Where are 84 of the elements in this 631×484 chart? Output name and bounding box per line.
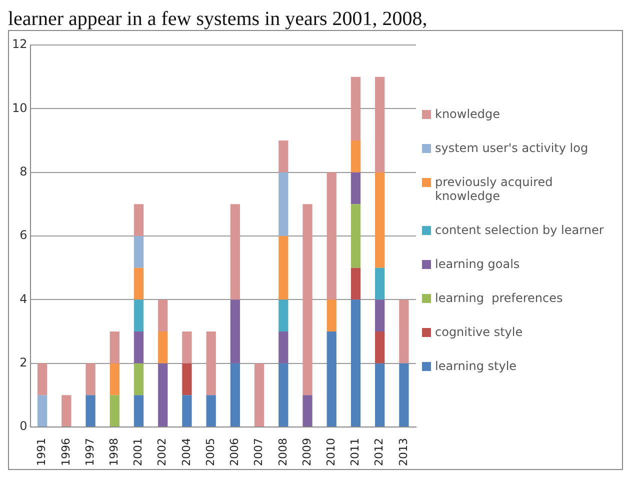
bar [86,395,96,427]
bar [375,300,385,332]
bar [375,76,385,172]
legend-label: cognitive style [435,325,523,339]
bar [350,172,361,204]
bar [134,236,144,268]
text: learner appear in a few systems in years 2001, 2008, [8,8,428,30]
y-tick-label: 10 [12,100,28,115]
bar [326,300,336,332]
bar [350,300,361,427]
bar [278,363,288,427]
bar [326,332,336,427]
x-tick-label: 2007 [252,438,266,466]
x-tick-label: 2002 [156,438,169,466]
bar [350,204,361,268]
bar [375,363,385,427]
bar [86,363,96,396]
legend-label: learning goals [435,257,520,271]
x-tick-label: 2001 [132,438,145,466]
bar [230,363,240,427]
y-tick-label: 2 [20,355,28,370]
bar [134,332,144,364]
legend-label: learning style [435,359,517,373]
y-tick-label: 0 [20,419,28,434]
bar [158,363,168,427]
y-tick-label: 4 [20,292,28,306]
x-tick-label: 2009 [300,438,314,466]
x-tick-label: 2012 [372,438,386,466]
x-tick-label: 2005 [204,438,217,466]
y-tick-label: 12 [12,37,28,52]
bar [302,204,312,396]
x-tick-label: 1998 [108,438,121,466]
x-tick-label: 2011 [348,438,362,466]
bar [182,395,192,427]
bar [182,332,192,364]
bar [182,363,192,396]
bar [278,172,288,236]
bar [326,172,336,300]
bar [158,332,168,364]
bar [38,363,48,396]
bar [399,363,409,427]
bar [134,204,144,236]
bar [375,172,385,268]
bar [62,395,72,427]
bar [110,363,120,396]
x-tick-label: 2004 [180,438,193,466]
bar [375,268,385,300]
legend-label: content selection by learner [435,223,604,237]
legend-label: knowledge [435,107,500,121]
bar [350,76,361,140]
legend-label: system user's activity log [435,141,588,155]
bar [278,236,288,300]
bar [158,300,168,332]
x-tick-label: 1996 [59,438,72,466]
bar [206,395,216,427]
bar [134,300,144,332]
bar [134,268,144,300]
bar [230,204,240,300]
bar [399,300,409,364]
bar [134,363,144,396]
bar [38,395,48,427]
bar [278,332,288,364]
x-tick-label: 2006 [228,438,242,466]
x-tick-label: 1991 [35,438,48,466]
y-tick-label: 6 [20,228,28,242]
bar [230,300,240,364]
x-tick-label: 2008 [276,438,290,466]
x-tick-label: 2010 [324,438,338,466]
bar [254,363,264,427]
bar [134,395,144,427]
legend-label: learning preferences [435,291,563,305]
x-tick-label: 1997 [83,438,96,466]
bar [278,140,288,172]
bar [278,300,288,332]
bar [302,395,312,427]
bar [350,268,361,300]
bar [375,332,385,364]
bar [350,140,361,172]
x-tick-label: 2013 [396,438,410,466]
bar [110,395,120,427]
bar [206,332,216,396]
bar [110,332,120,364]
legend-label: previously acquired knowledge [435,175,554,203]
y-tick-label: 8 [20,164,28,178]
